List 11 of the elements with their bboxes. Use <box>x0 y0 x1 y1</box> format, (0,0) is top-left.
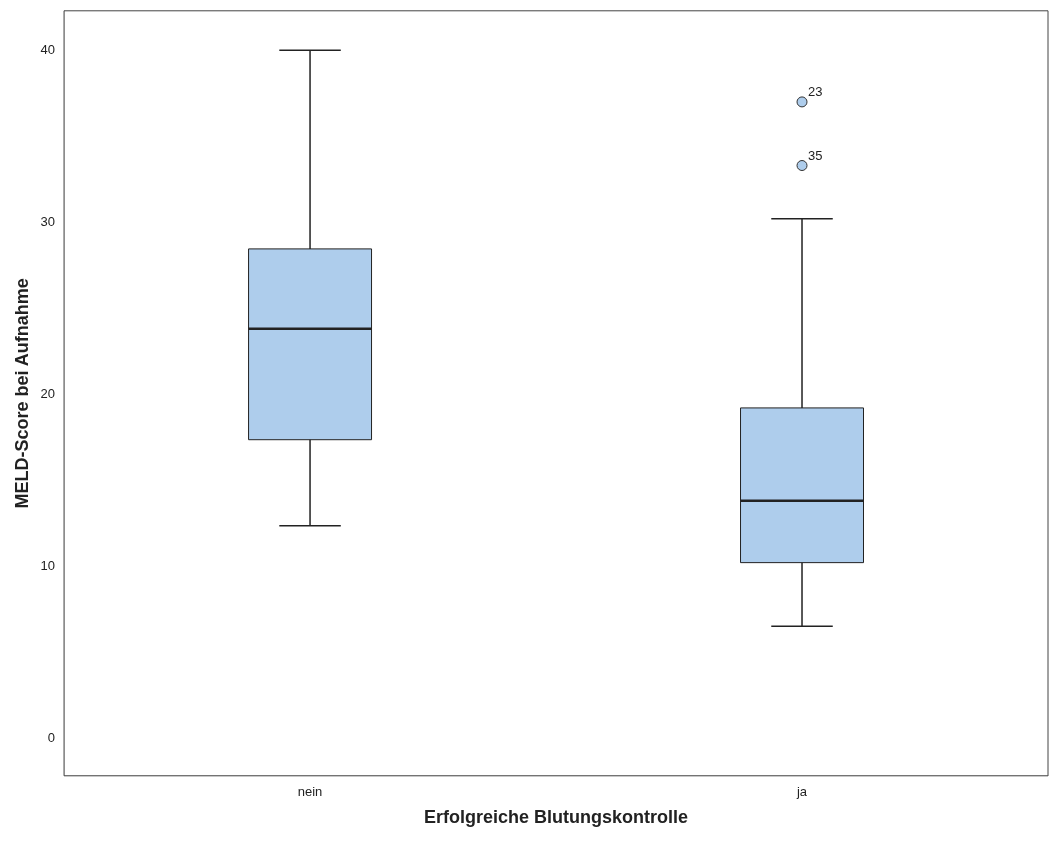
y-tick-label: 10 <box>40 557 56 573</box>
annotation: 23 <box>808 83 823 99</box>
x-tick-label: nein <box>297 784 323 800</box>
y-tick-label: 40 <box>40 41 56 57</box>
y-tick-label: 20 <box>40 385 56 401</box>
y-tick-label: 0 <box>47 729 56 745</box>
annotation: 35 <box>808 147 823 163</box>
y-tick-label: 30 <box>40 213 56 229</box>
x-tick-label: ja <box>795 784 808 800</box>
x-axis-title: Erfolgreiche Blutungskontrolle <box>424 807 689 828</box>
y-axis-title: MELD-Score bei Aufnahme <box>11 278 32 509</box>
